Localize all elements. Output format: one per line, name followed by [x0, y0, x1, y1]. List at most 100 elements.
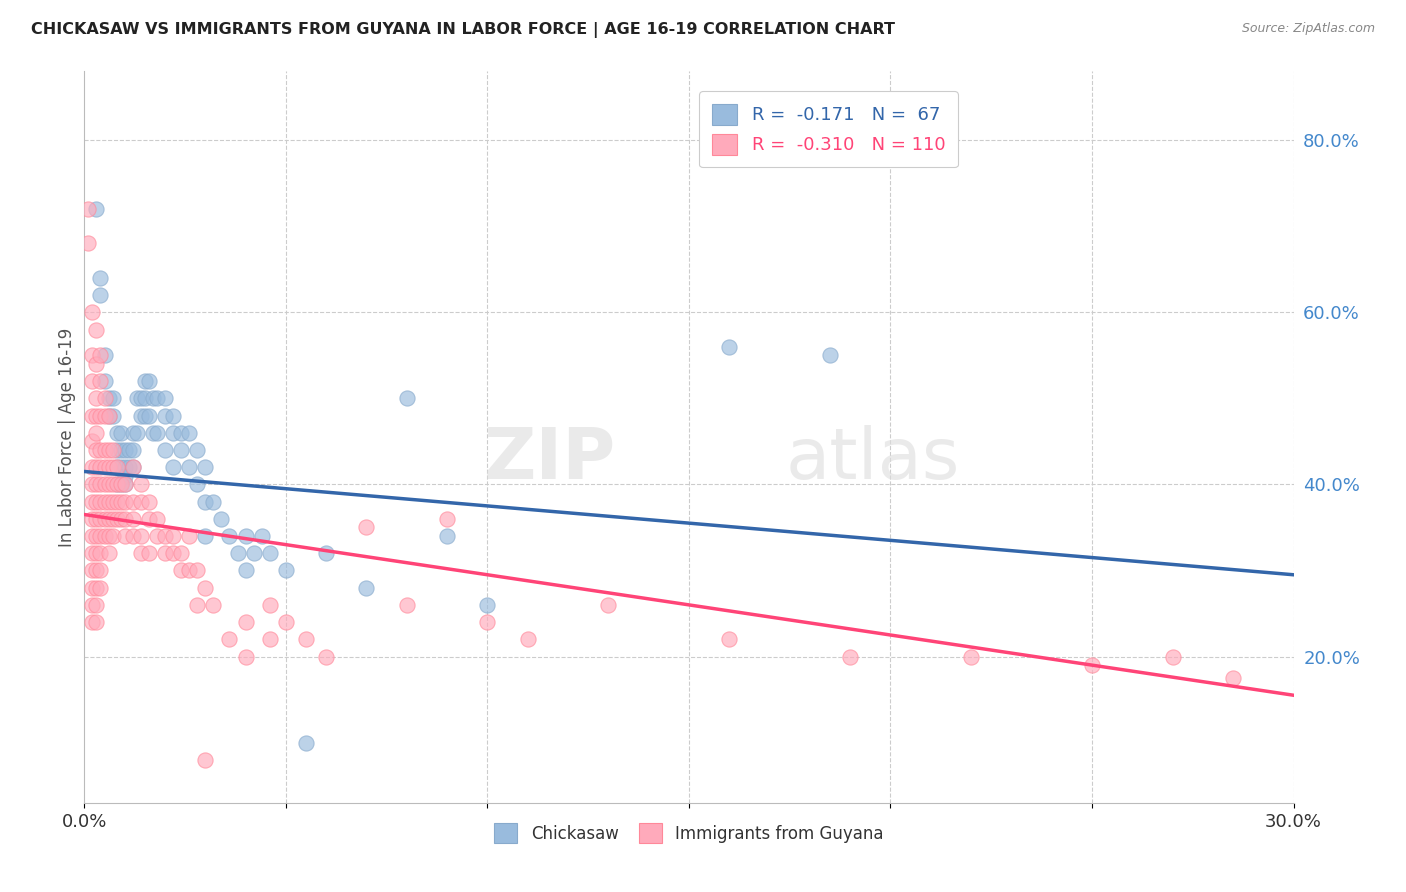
- Point: [129, 529, 152, 543]
- Point: [97, 460, 120, 475]
- Point: [86, 477, 108, 491]
- Point: [114, 442, 136, 457]
- Point: [97, 409, 120, 423]
- Point: [295, 632, 318, 647]
- Y-axis label: In Labor Force | Age 16-19: In Labor Force | Age 16-19: [58, 327, 76, 547]
- Point: [114, 460, 136, 475]
- Point: [202, 494, 225, 508]
- Point: [101, 529, 124, 543]
- Point: [436, 529, 458, 543]
- Point: [93, 409, 115, 423]
- Point: [82, 615, 104, 629]
- Point: [839, 649, 862, 664]
- Point: [101, 477, 124, 491]
- Point: [105, 425, 128, 440]
- Point: [89, 494, 111, 508]
- Point: [218, 632, 240, 647]
- Point: [89, 512, 111, 526]
- Point: [82, 305, 104, 319]
- Point: [110, 425, 132, 440]
- Point: [89, 374, 111, 388]
- Point: [97, 477, 120, 491]
- Text: ZIP: ZIP: [484, 425, 616, 493]
- Point: [356, 581, 378, 595]
- Text: Source: ZipAtlas.com: Source: ZipAtlas.com: [1241, 22, 1375, 36]
- Point: [89, 564, 111, 578]
- Point: [146, 512, 169, 526]
- Point: [235, 649, 257, 664]
- Point: [235, 564, 257, 578]
- Point: [89, 409, 111, 423]
- Point: [110, 460, 132, 475]
- Point: [89, 442, 111, 457]
- Point: [209, 512, 232, 526]
- Point: [93, 392, 115, 406]
- Point: [179, 425, 201, 440]
- Point: [97, 442, 120, 457]
- Point: [110, 494, 132, 508]
- Point: [93, 512, 115, 526]
- Point: [86, 442, 108, 457]
- Point: [77, 202, 100, 216]
- Point: [86, 529, 108, 543]
- Point: [125, 425, 148, 440]
- Point: [194, 529, 217, 543]
- Point: [134, 409, 156, 423]
- Point: [114, 512, 136, 526]
- Point: [82, 460, 104, 475]
- Point: [179, 460, 201, 475]
- Point: [105, 477, 128, 491]
- Point: [89, 477, 111, 491]
- Point: [86, 425, 108, 440]
- Point: [82, 564, 104, 578]
- Point: [110, 512, 132, 526]
- Point: [242, 546, 264, 560]
- Point: [226, 546, 249, 560]
- Point: [86, 409, 108, 423]
- Point: [146, 392, 169, 406]
- Point: [477, 598, 499, 612]
- Point: [89, 348, 111, 362]
- Point: [118, 442, 141, 457]
- Point: [153, 529, 176, 543]
- Point: [395, 598, 418, 612]
- Point: [129, 477, 152, 491]
- Point: [101, 392, 124, 406]
- Point: [82, 434, 104, 449]
- Point: [110, 477, 132, 491]
- Point: [110, 477, 132, 491]
- Point: [170, 442, 193, 457]
- Point: [250, 529, 273, 543]
- Point: [93, 348, 115, 362]
- Point: [218, 529, 240, 543]
- Point: [89, 288, 111, 302]
- Point: [315, 649, 337, 664]
- Point: [86, 512, 108, 526]
- Point: [101, 512, 124, 526]
- Point: [162, 409, 184, 423]
- Point: [86, 357, 108, 371]
- Point: [82, 512, 104, 526]
- Point: [718, 632, 741, 647]
- Point: [194, 581, 217, 595]
- Point: [86, 598, 108, 612]
- Point: [194, 753, 217, 767]
- Point: [93, 494, 115, 508]
- Point: [86, 581, 108, 595]
- Point: [105, 494, 128, 508]
- Point: [89, 546, 111, 560]
- Point: [477, 615, 499, 629]
- Point: [101, 442, 124, 457]
- Point: [259, 598, 281, 612]
- Point: [170, 425, 193, 440]
- Point: [395, 392, 418, 406]
- Point: [1081, 658, 1104, 673]
- Point: [97, 512, 120, 526]
- Point: [186, 598, 208, 612]
- Point: [89, 460, 111, 475]
- Point: [1222, 671, 1244, 685]
- Point: [138, 409, 160, 423]
- Point: [153, 392, 176, 406]
- Point: [356, 520, 378, 534]
- Point: [235, 529, 257, 543]
